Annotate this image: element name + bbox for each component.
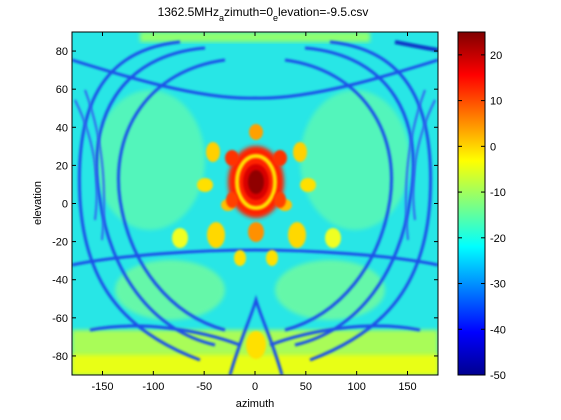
y-tick-label: -80 (52, 351, 68, 363)
y-tick-label: -20 (52, 237, 68, 249)
heatmap-lower-left-green (115, 260, 225, 320)
colorbar-tick-label: -40 (490, 324, 506, 336)
x-tick-label: 150 (398, 381, 416, 393)
y-axis-label: elevation (32, 181, 44, 225)
y-axis-ticks: -80 -60 -40 -20 0 20 40 60 80 (52, 46, 438, 363)
x-axis-ticks: -150 -100 -50 0 50 100 150 (91, 32, 417, 393)
x-tick-label: -50 (196, 381, 212, 393)
heatmap-lower-right-green (275, 260, 385, 320)
colorbar-tick-label: 20 (490, 50, 502, 62)
y-tick-label: 20 (56, 160, 68, 172)
x-tick-label: -150 (91, 381, 113, 393)
y-tick-label: -60 (52, 313, 68, 325)
heatmap-bottom-band-inner (72, 355, 438, 375)
colorbar-tick-label: 0 (490, 141, 496, 153)
colorbar (457, 31, 486, 376)
chart-title: 1362.5MHzazimuth=0elevation=-9.5.csv (158, 5, 369, 23)
colorbar-tick-label: 10 (490, 96, 502, 108)
colorbar-tick-label: -10 (490, 187, 506, 199)
y-tick-label: -40 (52, 275, 68, 287)
heatmap-left-green (95, 90, 205, 230)
y-tick-label: 80 (56, 46, 68, 58)
x-tick-label: -100 (142, 381, 164, 393)
heatmap-sidelobes (172, 124, 341, 359)
heatmap-main-lobe (225, 146, 287, 218)
x-tick-label: 50 (300, 381, 312, 393)
colorbar-ticks: -50 -40 -30 -20 -10 0 10 20 (458, 50, 506, 382)
heatmap-top-band (140, 32, 370, 42)
y-tick-label: 0 (62, 199, 68, 211)
heatmap-area (72, 32, 438, 375)
colorbar-tick-label: -20 (490, 233, 506, 245)
y-tick-label: 60 (56, 84, 68, 96)
heatmap-null-arcs (72, 40, 438, 375)
colorbar-tick-label: -50 (490, 370, 506, 382)
colorbar-tick-label: -30 (490, 279, 506, 291)
heatmap-right-green (300, 90, 410, 230)
x-axis-label: azimuth (236, 398, 275, 410)
heatmap-edge-arcs (74, 40, 438, 241)
x-tick-label: 0 (252, 381, 258, 393)
x-tick-label: 100 (347, 381, 365, 393)
y-tick-label: 40 (56, 122, 68, 134)
